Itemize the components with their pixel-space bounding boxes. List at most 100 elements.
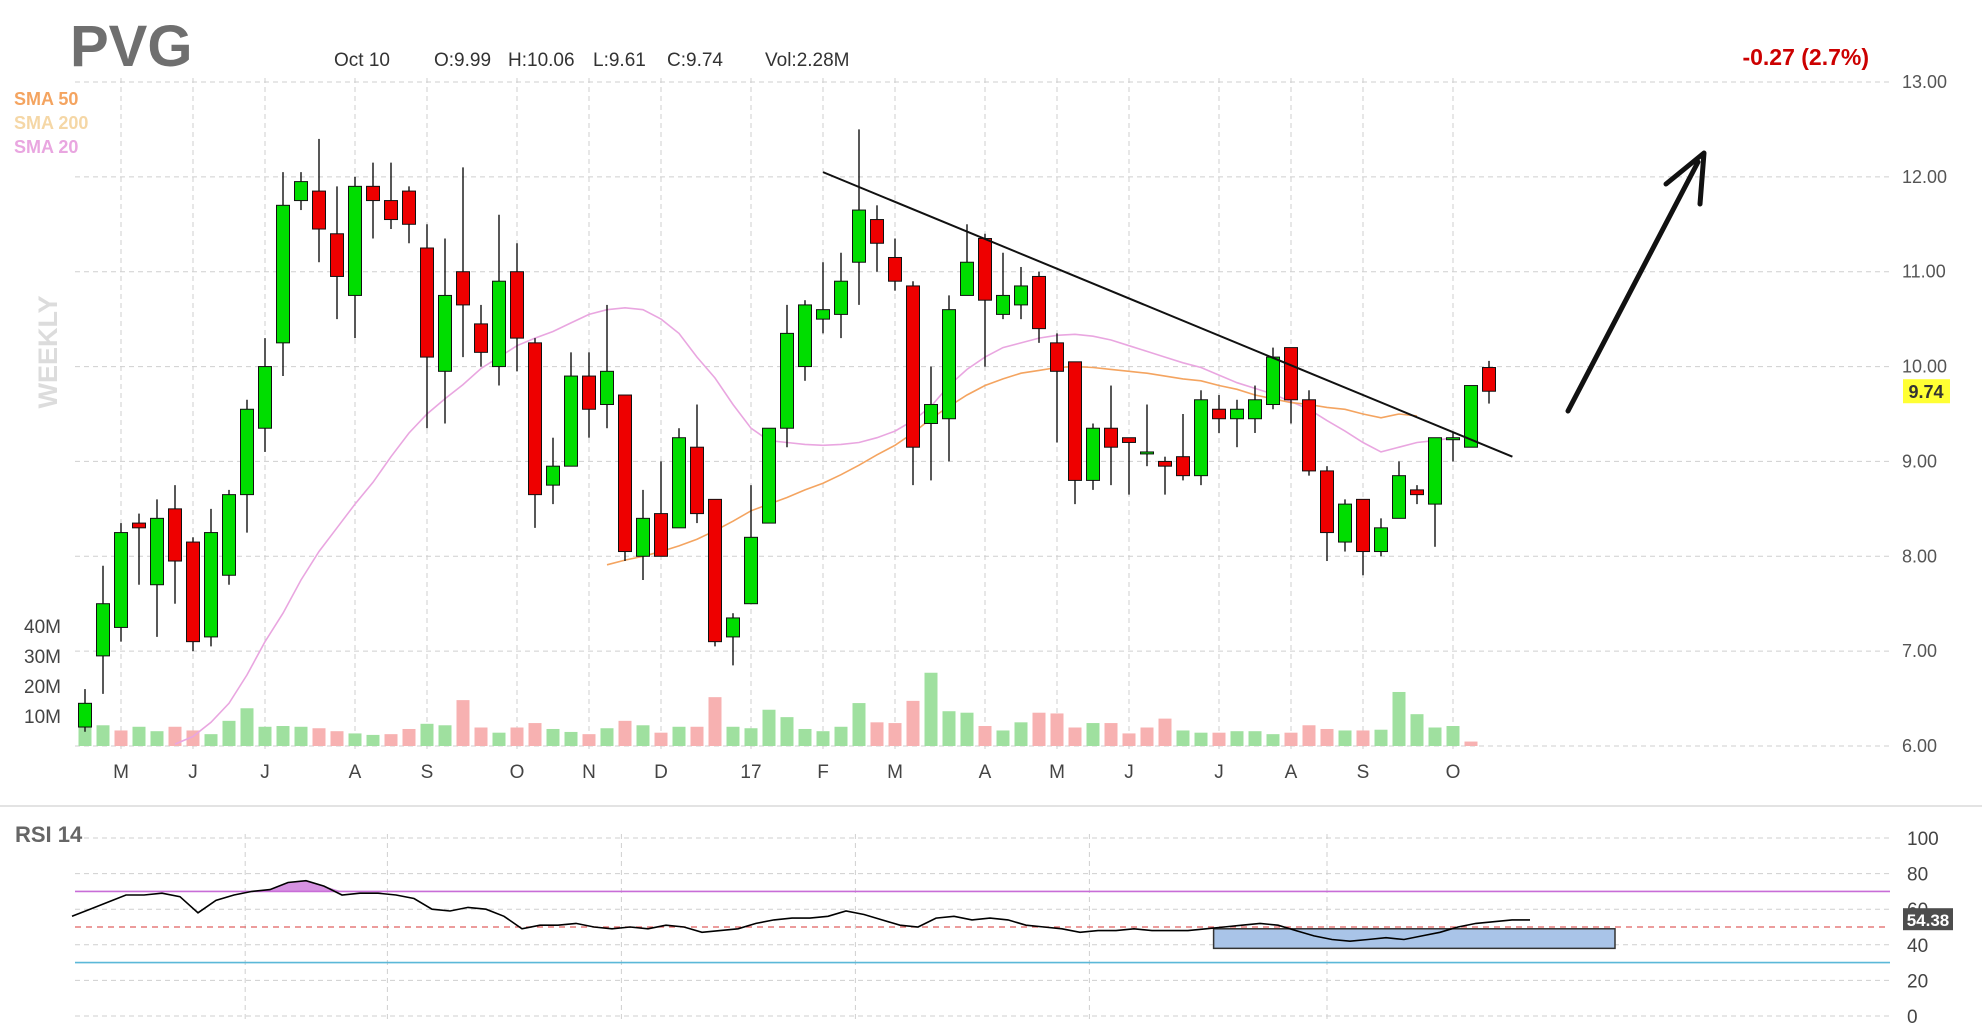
candle-body: [1320, 470, 1334, 534]
volume-bar: [168, 726, 182, 746]
volume-bar: [1248, 731, 1262, 746]
volume-axis-label: 20M: [24, 677, 61, 698]
candle-body: [636, 517, 650, 557]
candle-body: [744, 536, 758, 605]
price-axis-label: 10.00: [1902, 357, 1947, 377]
candle-body: [168, 508, 182, 562]
candle-body: [1464, 385, 1478, 448]
month-label: J: [1214, 762, 1224, 783]
volume-bar: [906, 700, 920, 746]
candle-body: [1374, 527, 1388, 553]
candle-body: [564, 375, 578, 467]
price-axis-label: 11.00: [1902, 262, 1946, 282]
month-label: M: [1049, 762, 1065, 783]
rsi-title: RSI 14: [15, 822, 83, 847]
quote-volume: Vol:2.28M: [765, 50, 850, 71]
candle-body: [1086, 427, 1100, 481]
sma-line: [606, 365, 1418, 566]
candle-body: [1410, 489, 1424, 496]
volume-bar: [1050, 713, 1064, 746]
candle-body: [708, 498, 722, 643]
candle-body: [186, 541, 200, 643]
volume-bar: [672, 726, 686, 746]
candle-body: [978, 238, 992, 301]
candle-body: [960, 261, 974, 296]
candle-body: [1194, 399, 1208, 477]
rsi-highlight-box: [1212, 928, 1616, 950]
volume-bar: [1194, 732, 1208, 746]
candle-body: [96, 603, 110, 657]
volume-bar: [438, 725, 452, 746]
candle-body: [1230, 408, 1244, 420]
volume-bar: [132, 726, 146, 746]
volume-bar: [1320, 728, 1334, 746]
price-axis-label: 7.00: [1902, 641, 1937, 661]
arrow-head: [1663, 150, 1707, 207]
candle-body: [600, 370, 614, 406]
volume-bar: [456, 700, 470, 746]
volume-bar: [1464, 741, 1478, 746]
rsi-axis-label: 80: [1907, 865, 1928, 886]
volume-bar: [1446, 726, 1460, 746]
candle-body: [330, 233, 344, 277]
candle-body: [1032, 275, 1046, 330]
candle-body: [1356, 498, 1370, 553]
volume-bar: [690, 726, 704, 746]
month-label: D: [654, 762, 668, 783]
candle-body: [132, 522, 146, 529]
candle-body: [1212, 408, 1226, 420]
legend-item: SMA 200: [14, 113, 88, 133]
candle-body: [1338, 503, 1352, 543]
volume-bar: [294, 726, 308, 746]
volume-bar: [96, 725, 110, 746]
price-change: -0.27 (2.7%): [1742, 44, 1869, 70]
volume-bar: [1410, 714, 1424, 746]
volume-bar: [492, 732, 506, 746]
rsi-value-badge: [1903, 908, 1953, 931]
candle-body: [384, 200, 398, 221]
candle-body: [348, 185, 362, 296]
month-label: S: [421, 762, 434, 783]
candle-body: [438, 294, 452, 372]
volume-bar: [1266, 734, 1280, 746]
candle-body: [1176, 456, 1190, 477]
candle-body: [1050, 342, 1064, 372]
quote-high: H:10.06: [508, 50, 575, 71]
volume-bar: [960, 712, 974, 746]
quote-low: L:9.61: [593, 50, 646, 71]
volume-bar: [1158, 718, 1172, 746]
candle-body: [1140, 451, 1154, 455]
volume-bar: [942, 711, 956, 746]
candle-body: [798, 304, 812, 368]
month-label: S: [1357, 762, 1370, 783]
candle-body: [1482, 367, 1496, 392]
volume-bar: [816, 731, 830, 746]
volume-bar: [546, 728, 560, 746]
period-label: WEEKLY: [33, 295, 63, 408]
candle-body: [1446, 437, 1460, 441]
candle-body: [672, 437, 686, 529]
volume-bar: [1176, 730, 1190, 746]
price-axis-label: 12.00: [1902, 167, 1947, 187]
candle-body: [528, 342, 542, 496]
volume-bar: [420, 723, 434, 746]
candle-body: [1302, 399, 1316, 472]
candle-body: [276, 204, 290, 344]
volume-bar: [870, 722, 884, 746]
candle-body: [420, 247, 434, 358]
volume-bar: [528, 723, 542, 746]
volume-bar: [654, 732, 668, 746]
candle-body: [1266, 356, 1280, 406]
price-axis-label: 8.00: [1902, 546, 1937, 566]
volume-bar: [1140, 727, 1154, 746]
volume-bar: [780, 717, 794, 746]
candle-body: [780, 332, 794, 429]
quote-date: Oct 10: [334, 50, 390, 71]
candle-body: [996, 294, 1010, 315]
volume-bar: [366, 734, 380, 746]
candle-body: [1068, 361, 1082, 481]
volume-bar: [474, 727, 488, 746]
candle-body: [726, 617, 740, 638]
candle-body: [942, 309, 956, 420]
